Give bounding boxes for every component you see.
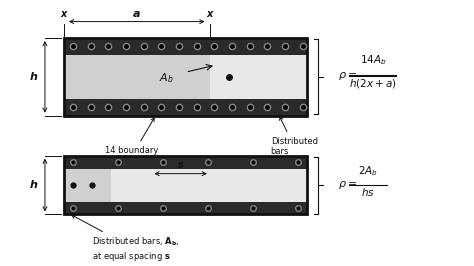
Text: Distributed bars, $\mathbf{A_b}$,
at equal spacing $\mathbf{s}$: Distributed bars, $\mathbf{A_b}$, at equ… bbox=[72, 215, 179, 263]
Text: $h(2x+a)$: $h(2x+a)$ bbox=[349, 77, 397, 90]
Text: Distributed
bars: Distributed bars bbox=[271, 117, 318, 156]
Bar bbox=[64, 38, 307, 116]
Text: x: x bbox=[61, 9, 67, 19]
Text: $A_b$: $A_b$ bbox=[159, 71, 174, 85]
Bar bbox=[64, 99, 307, 116]
Text: $\rho=$: $\rho=$ bbox=[337, 70, 357, 82]
Text: $14A_b$: $14A_b$ bbox=[360, 54, 386, 68]
Bar bbox=[64, 38, 307, 116]
Text: $\rho=$: $\rho=$ bbox=[337, 179, 357, 191]
Bar bbox=[64, 156, 307, 214]
Text: s: s bbox=[178, 160, 183, 170]
Text: h: h bbox=[29, 180, 37, 190]
Text: x: x bbox=[207, 9, 213, 19]
Bar bbox=[64, 202, 307, 214]
Bar bbox=[64, 55, 210, 99]
Bar bbox=[64, 169, 110, 202]
Text: a: a bbox=[133, 9, 140, 19]
Bar bbox=[64, 156, 307, 214]
Bar bbox=[64, 38, 307, 55]
Text: 14 boundary
longitudinal bars: 14 boundary longitudinal bars bbox=[96, 118, 167, 166]
Text: $hs$: $hs$ bbox=[361, 186, 375, 198]
Bar bbox=[64, 156, 307, 169]
Text: h: h bbox=[29, 72, 37, 82]
Text: $2A_b$: $2A_b$ bbox=[358, 165, 378, 178]
